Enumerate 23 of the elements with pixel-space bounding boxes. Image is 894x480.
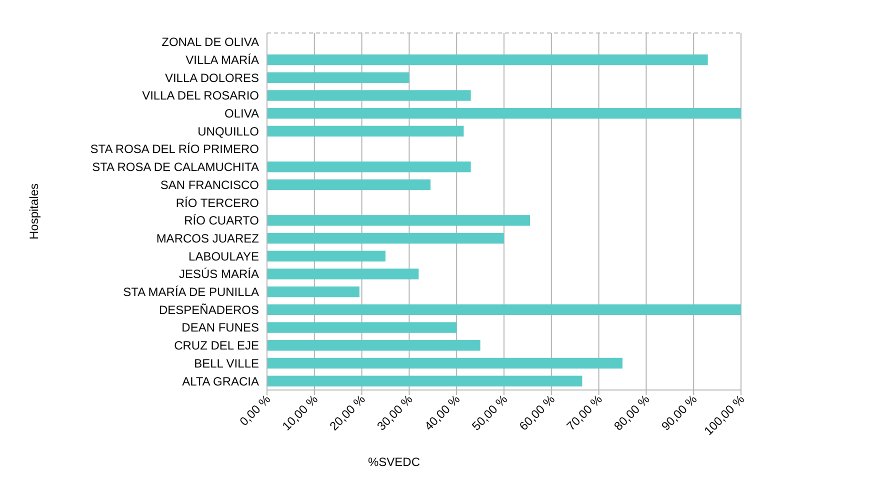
y-tick-label: LABOULAYE bbox=[188, 249, 259, 264]
y-tick-label: OLIVA bbox=[224, 106, 259, 121]
y-tick-label: VILLA MARÍA bbox=[186, 52, 259, 67]
y-axis-title: Hospitales bbox=[27, 183, 41, 240]
x-axis-title: %SVEDC bbox=[368, 455, 420, 469]
y-tick-label: UNQUILLO bbox=[198, 124, 259, 138]
y-tick-label: DESPEÑADEROS bbox=[158, 302, 259, 317]
y-tick-label: RÍO TERCERO bbox=[176, 196, 259, 210]
y-tick-label: SAN FRANCISCO bbox=[160, 178, 259, 192]
y-tick-label: RÍO CUARTO bbox=[184, 214, 259, 228]
y-tick-label: ZONAL DE OLIVA bbox=[162, 35, 259, 50]
y-tick-label: MARCOS JUAREZ bbox=[156, 231, 259, 246]
y-tick-label: VILLA DEL ROSARIO bbox=[142, 88, 259, 103]
y-tick-label: BELL VILLE bbox=[194, 356, 259, 370]
y-tick-label: DEAN FUNES bbox=[182, 320, 259, 335]
y-tick-label: JESÚS MARÍA bbox=[178, 267, 259, 282]
x-tick-label: 0,00 % bbox=[236, 392, 274, 429]
y-tick-label: STA ROSA DE CALAMUCHITA bbox=[92, 160, 259, 174]
y-tick-label: ALTA GRACIA bbox=[182, 374, 259, 388]
y-tick-label: STA ROSA DEL RÍO PRIMERO bbox=[90, 142, 259, 156]
y-tick-label: CRUZ DEL EJE bbox=[174, 338, 259, 353]
y-tick-label: STA MARÍA DE PUNILLA bbox=[123, 285, 259, 300]
y-tick-label: VILLA DOLORES bbox=[164, 70, 259, 85]
